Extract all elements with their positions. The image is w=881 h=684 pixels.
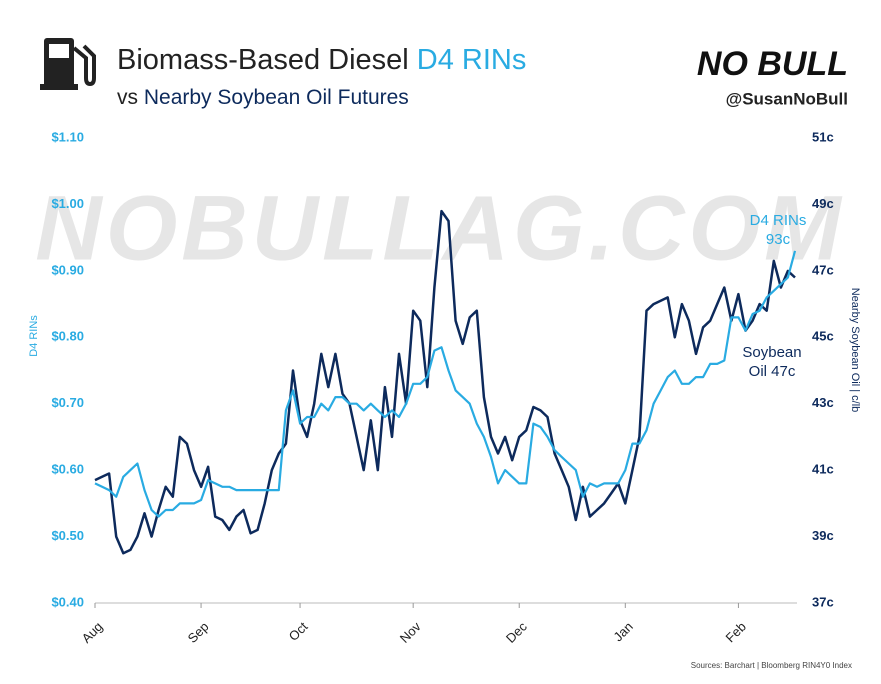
y-tick-label: $0.80 — [51, 329, 84, 344]
y-tick-label: $0.70 — [51, 395, 84, 410]
y-tick-label: $0.90 — [51, 262, 84, 277]
title-text: Biomass-Based Diesel — [117, 44, 417, 76]
y-axis-title: D4 RINs — [28, 315, 40, 357]
annotation: D4 RINs — [750, 212, 807, 229]
y2-tick-label: 43c — [812, 395, 834, 410]
annotation: Soybean — [742, 344, 801, 361]
watermark: NOBULLAG.COM — [35, 177, 844, 279]
y-tick-label: $1.00 — [51, 196, 84, 211]
y2-tick-label: 45c — [812, 329, 834, 344]
y2-tick-label: 39c — [812, 528, 834, 543]
y2-tick-label: 47c — [812, 262, 834, 277]
fuel-icon — [40, 38, 96, 90]
y-tick-label: $0.50 — [51, 528, 84, 543]
y2-axis-title: Nearby Soybean Oil | c/lb — [849, 288, 861, 413]
subtitle-highlight: Nearby Soybean Oil Futures — [144, 86, 409, 109]
series-line — [94, 250, 797, 518]
y2-tick-label: 49c — [812, 196, 834, 211]
y2-tick-label: 51c — [812, 129, 834, 144]
handle: @SusanNoBull — [726, 89, 848, 108]
annotation: Oil 47c — [749, 363, 796, 380]
y2-tick-label: 37c — [812, 594, 834, 609]
title-highlight: D4 RINs — [417, 44, 527, 76]
chart-title: Biomass-Based Diesel D4 RINs — [117, 44, 526, 76]
chart-subtitle: vs Nearby Soybean Oil Futures — [117, 86, 409, 109]
source: Sources: Barchart | Bloomberg RIN4Y0 Ind… — [691, 661, 852, 670]
y2-tick-label: 41c — [812, 462, 834, 477]
series-line — [94, 209, 796, 555]
y-tick-label: $0.60 — [51, 462, 84, 477]
brand-logo: NO BULL — [697, 45, 848, 83]
y-tick-label: $0.40 — [51, 594, 84, 609]
annotation: 93c — [766, 231, 791, 248]
subtitle-text: vs — [117, 86, 144, 109]
y-tick-label: $1.10 — [51, 129, 84, 144]
